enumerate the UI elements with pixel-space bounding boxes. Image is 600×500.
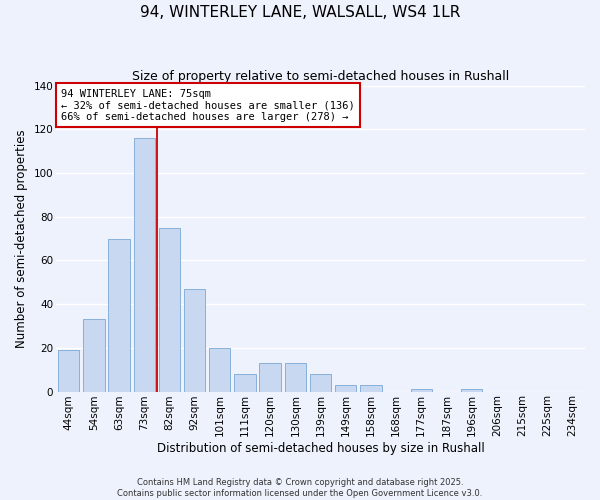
Bar <box>259 363 281 392</box>
Bar <box>360 385 382 392</box>
Title: Size of property relative to semi-detached houses in Rushall: Size of property relative to semi-detach… <box>132 70 509 83</box>
Text: 94, WINTERLEY LANE, WALSALL, WS4 1LR: 94, WINTERLEY LANE, WALSALL, WS4 1LR <box>140 5 460 20</box>
X-axis label: Distribution of semi-detached houses by size in Rushall: Distribution of semi-detached houses by … <box>157 442 484 455</box>
Text: 94 WINTERLEY LANE: 75sqm
← 32% of semi-detached houses are smaller (136)
66% of : 94 WINTERLEY LANE: 75sqm ← 32% of semi-d… <box>61 88 355 122</box>
Bar <box>209 348 230 392</box>
Bar <box>83 320 104 392</box>
Bar <box>184 289 205 392</box>
Bar <box>310 374 331 392</box>
Bar <box>109 238 130 392</box>
Bar <box>335 385 356 392</box>
Bar <box>410 390 432 392</box>
Bar <box>58 350 79 392</box>
Bar <box>159 228 180 392</box>
Bar <box>284 363 306 392</box>
Bar <box>234 374 256 392</box>
Bar <box>461 390 482 392</box>
Bar <box>134 138 155 392</box>
Text: Contains HM Land Registry data © Crown copyright and database right 2025.
Contai: Contains HM Land Registry data © Crown c… <box>118 478 482 498</box>
Y-axis label: Number of semi-detached properties: Number of semi-detached properties <box>15 129 28 348</box>
